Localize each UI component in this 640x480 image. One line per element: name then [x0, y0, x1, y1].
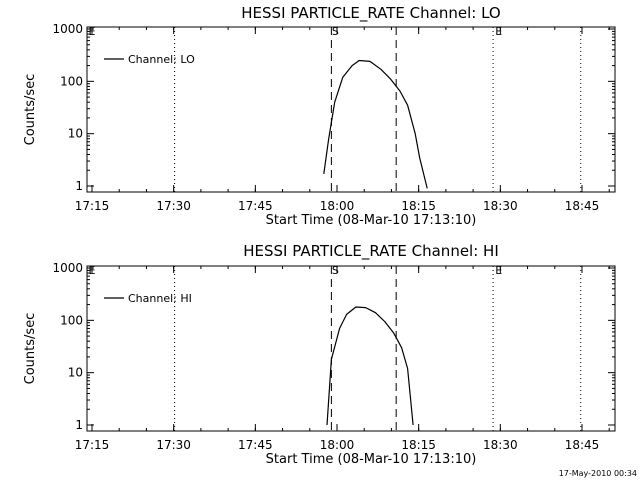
chart1-y-axis-label: Counts/sec	[23, 74, 38, 146]
chart1-x-tick-label: 18:30	[483, 199, 518, 213]
chart2-x-tick-label: 17:30	[156, 438, 191, 452]
chart2-marker-s: S	[332, 264, 339, 277]
chart2-axes-box	[86, 265, 616, 432]
chart2-x-tick-label: 18:45	[565, 438, 600, 452]
chart1-marker-s: S	[332, 25, 339, 38]
chart1-x-tick-label: 17:15	[75, 199, 110, 213]
chart2-x-tick-label: 18:00	[320, 438, 355, 452]
chart1-axes-box	[86, 26, 616, 193]
chart1-marker-e: E	[495, 25, 502, 38]
chart1-legend-label: Channel: LO	[128, 53, 195, 66]
chart1-x-tick-label: 18:15	[401, 199, 436, 213]
chart2-x-tick-label: 18:30	[483, 438, 518, 452]
chart1-x-axis-label: Start Time (08-Mar-10 17:13:10)	[266, 213, 477, 228]
chart2-x-tick-label: 17:15	[75, 438, 110, 452]
chart2-legend-label: Channel: HI	[128, 292, 192, 305]
chart1-x-tick-label: 18:00	[320, 199, 355, 213]
chart2-title: HESSI PARTICLE_RATE Channel: HI	[243, 242, 499, 261]
chart1-title: HESSI PARTICLE_RATE Channel: LO	[241, 4, 500, 23]
chart2-x-tick-label: 17:45	[238, 438, 273, 452]
chart2-y-tick-label: 1000	[52, 261, 83, 275]
chart1-y-tick-label: 1000	[52, 22, 83, 36]
footer-timestamp: 17-May-2010 00:34	[559, 469, 637, 478]
chart2-y-tick-label: 1	[75, 418, 83, 432]
chart1-y-tick-label: 10	[68, 127, 83, 141]
chart1-x-tick-label: 17:45	[238, 199, 273, 213]
chart1-x-tick-label: 17:30	[156, 199, 191, 213]
chart1-x-tick-label: 18:45	[565, 199, 600, 213]
chart2-x-tick-label: 18:15	[401, 438, 436, 452]
chart2-y-tick-label: 100	[60, 313, 83, 327]
chart2-series-line	[326, 306, 414, 426]
chart2-y-axis-label: Counts/sec	[23, 313, 38, 385]
chart2-x-axis-label: Start Time (08-Mar-10 17:13:10)	[266, 452, 477, 467]
chart1-series-line	[323, 59, 428, 189]
chart1-y-tick-label: 100	[60, 74, 83, 88]
chart1-marker-e: E	[89, 25, 96, 38]
chart2-marker-e: E	[89, 264, 96, 277]
chart2-y-tick-label: 10	[68, 366, 83, 380]
chart1-y-tick-label: 1	[75, 179, 83, 193]
chart2-marker-e: E	[495, 264, 502, 277]
